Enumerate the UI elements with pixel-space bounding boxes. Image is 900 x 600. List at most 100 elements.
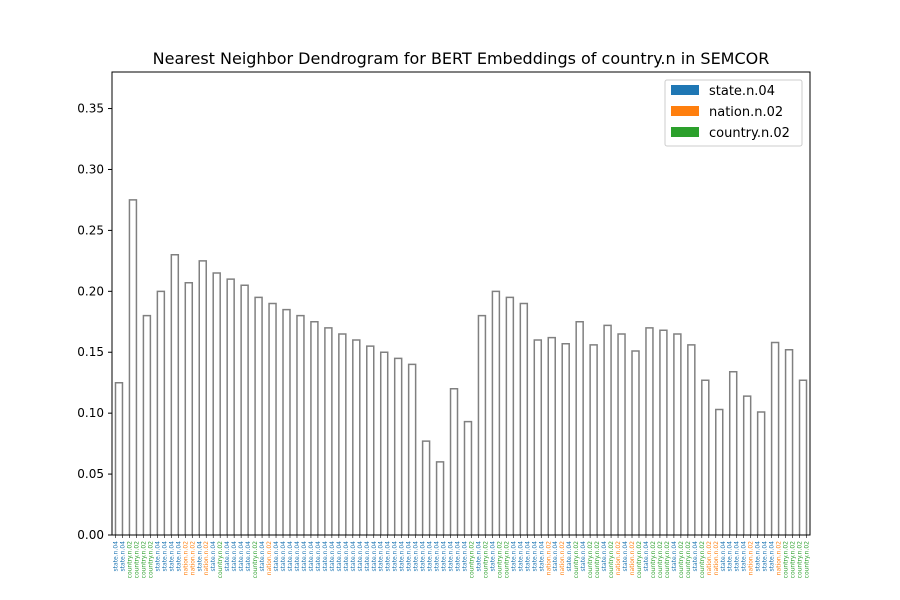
leaf-label: state.n.04 xyxy=(210,541,217,572)
leaf-label: state.n.04 xyxy=(580,541,587,572)
dendrogram-link xyxy=(519,302,529,535)
leaf-label: state.n.04 xyxy=(671,541,678,572)
dendrogram-link xyxy=(687,344,696,535)
leaf-label: state.n.04 xyxy=(461,541,468,572)
leaf-label: state.n.04 xyxy=(692,541,699,572)
leaf-label: state.n.04 xyxy=(399,541,406,572)
leaf-label: state.n.04 xyxy=(308,541,315,572)
leaf-label: country.n.02 xyxy=(699,541,706,579)
leaf-label: country.n.02 xyxy=(685,541,692,579)
leaf-label: country.n.02 xyxy=(790,541,797,579)
dendrogram-link xyxy=(142,314,152,535)
dendrogram-link xyxy=(505,296,515,535)
leaf-label: state.n.04 xyxy=(336,541,343,572)
legend-swatch-nation xyxy=(671,106,699,116)
y-tick-label: 0.00 xyxy=(77,528,104,542)
leaf-label: country.n.02 xyxy=(650,541,657,579)
leaf-label: state.n.04 xyxy=(154,541,161,572)
dendrogram-link xyxy=(659,329,668,535)
leaf-label: state.n.04 xyxy=(510,541,517,572)
leaf-label: state.n.04 xyxy=(224,541,231,572)
leaf-label: country.n.02 xyxy=(657,541,664,579)
leaf-label: country.n.02 xyxy=(783,541,790,579)
dendrogram-link xyxy=(673,333,682,535)
legend-swatch-country xyxy=(671,127,699,137)
leaf-label: country.n.02 xyxy=(482,541,489,579)
legend-box xyxy=(664,79,803,147)
leaf-label: state.n.04 xyxy=(762,541,769,572)
leaf-label: country.n.02 xyxy=(797,541,804,579)
dendrogram-link xyxy=(798,379,808,535)
leaf-label: state.n.04 xyxy=(441,541,448,572)
leaf-label: state.n.04 xyxy=(622,541,629,572)
leaf-label: state.n.04 xyxy=(566,541,573,572)
leaf-label: state.n.04 xyxy=(364,541,371,572)
leaf-label: state.n.04 xyxy=(517,541,524,572)
leaf-label: state.n.04 xyxy=(727,541,734,572)
dendrogram-link xyxy=(212,272,221,535)
chart-title: Nearest Neighbor Dendrogram for BERT Emb… xyxy=(153,49,770,68)
dendrogram-link xyxy=(393,357,403,535)
y-tick-label: 0.20 xyxy=(77,284,104,298)
dendrogram-link xyxy=(170,254,180,535)
legend-swatch-state xyxy=(671,85,699,95)
dendrogram-link xyxy=(366,345,375,535)
leaf-label: state.n.04 xyxy=(475,541,482,572)
leaf-label: country.n.02 xyxy=(503,541,510,579)
dendrogram-link xyxy=(715,408,724,535)
leaf-label: state.n.04 xyxy=(343,541,350,572)
leaf-label: country.n.02 xyxy=(133,541,140,579)
leaf-label: state.n.04 xyxy=(413,541,420,572)
leaf-label: state.n.04 xyxy=(524,541,531,572)
leaf-label: state.n.04 xyxy=(329,541,336,572)
leaf-label: state.n.04 xyxy=(755,541,762,572)
leaf-label: state.n.04 xyxy=(287,541,294,572)
leaf-labels: state.n.04 state.n.04 country.n.02 country.… xyxy=(112,535,811,579)
dendrogram-link xyxy=(533,339,543,535)
leaf-label: country.n.02 xyxy=(608,541,615,579)
leaf-label: state.n.04 xyxy=(734,541,741,572)
leaf-label: country.n.02 xyxy=(468,541,475,579)
leaf-label: state.n.04 xyxy=(294,541,301,572)
leaf-label: state.n.04 xyxy=(531,541,538,572)
leaf-label: country.n.02 xyxy=(636,541,643,579)
leaf-label: state.n.04 xyxy=(259,541,266,572)
dendrogram-link xyxy=(114,381,124,535)
dendrogram-link xyxy=(352,339,361,535)
dendrogram-link xyxy=(770,341,780,535)
leaf-label: nation.n.02 xyxy=(629,541,636,575)
leaf-label: state.n.04 xyxy=(119,541,126,572)
leaf-label: state.n.04 xyxy=(720,541,727,572)
leaf-label: state.n.04 xyxy=(434,541,441,572)
leaf-label: country.n.02 xyxy=(594,541,601,579)
leaf-label: nation.n.02 xyxy=(615,541,622,575)
dendrogram-link xyxy=(240,284,249,535)
y-axis: 0.00 0.05 0.10 0.15 0.20 0.25 0.30 0.35 xyxy=(77,102,112,542)
leaf-label: state.n.04 xyxy=(168,541,175,572)
legend-label-nation: nation.n.02 xyxy=(709,105,783,120)
dendrogram-link xyxy=(296,314,305,535)
dendrogram-link xyxy=(128,199,138,535)
dendrogram-link xyxy=(477,314,487,535)
dendrogram-link xyxy=(435,461,445,535)
leaf-label: state.n.04 xyxy=(273,541,280,572)
leaf-label: country.n.02 xyxy=(678,541,685,579)
leaf-label: state.n.04 xyxy=(427,541,434,572)
dendrogram-link xyxy=(226,278,235,535)
leaf-label: state.n.04 xyxy=(385,541,392,572)
dendrogram-link xyxy=(589,344,598,535)
leaf-label: country.n.02 xyxy=(587,541,594,579)
leaf-label: nation.n.02 xyxy=(203,541,210,575)
leaf-label: nation.n.02 xyxy=(776,541,783,575)
leaf-label: country.n.02 xyxy=(126,541,133,579)
dendrogram-link xyxy=(728,370,738,535)
leaf-label: state.n.04 xyxy=(448,541,455,572)
dendrogram-link xyxy=(603,324,612,535)
y-tick-label: 0.30 xyxy=(77,162,104,176)
leaf-label: state.n.04 xyxy=(378,541,385,572)
leaf-label: state.n.04 xyxy=(238,541,245,572)
dendrogram-link xyxy=(184,282,194,535)
leaf-label: state.n.04 xyxy=(280,541,287,572)
dendrogram-link xyxy=(379,351,389,535)
